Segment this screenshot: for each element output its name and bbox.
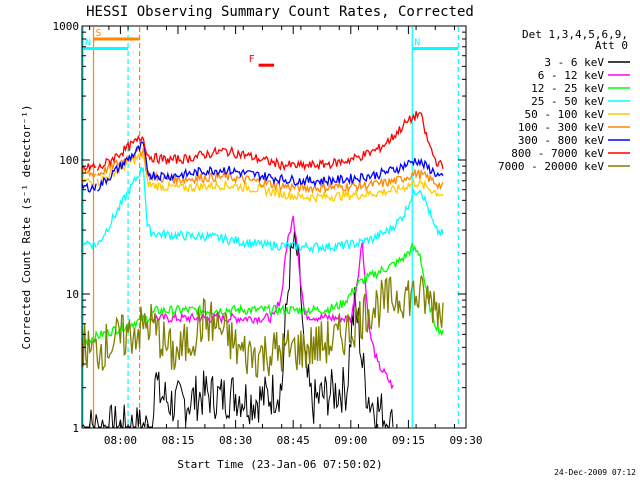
y-tick-label-1: 10 bbox=[66, 288, 79, 301]
series-line-7 bbox=[81, 111, 444, 173]
axis-layer: 1 10 100 1000 08:00 08:15 08:30 08:45 09:00 09:15… bbox=[53, 20, 483, 447]
plot-frame bbox=[81, 25, 467, 429]
flag-label-3: F bbox=[249, 54, 255, 65]
series-3 bbox=[81, 166, 444, 254]
series-8 bbox=[81, 275, 444, 379]
y-tick-label-0: 1 bbox=[72, 422, 79, 435]
flag-label-0: S bbox=[96, 28, 102, 39]
x-tick-label-0: 08:00 bbox=[104, 434, 137, 447]
x-tick-label-3: 08:45 bbox=[277, 434, 310, 447]
flag-label-2: N bbox=[414, 37, 420, 48]
series-6 bbox=[81, 141, 444, 193]
footer-date: 24-Dec-2009 07:12 bbox=[554, 468, 636, 477]
chart-title: HESSI Observing Summary Count Rates, Cor… bbox=[86, 4, 474, 20]
series-line-6 bbox=[81, 141, 444, 193]
x-tick-label-4: 09:00 bbox=[334, 434, 367, 447]
y-tick-label-2: 100 bbox=[59, 154, 79, 167]
y-tick-label-3: 1000 bbox=[53, 20, 80, 33]
series-line-8 bbox=[81, 275, 444, 379]
series-4 bbox=[81, 150, 444, 204]
legend-label-0: 3 - 6 keV bbox=[544, 56, 604, 69]
x-axis-label: Start Time (23-Jan-06 07:50:02) bbox=[177, 458, 382, 471]
x-tick-label-6: 09:30 bbox=[449, 434, 482, 447]
series-layer bbox=[81, 111, 444, 429]
legend-label-1: 6 - 12 keV bbox=[538, 69, 605, 82]
x-tick-label-2: 08:30 bbox=[219, 434, 252, 447]
x-tick-label-5: 09:15 bbox=[392, 434, 425, 447]
legend-label-8: 7000 - 20000 keV bbox=[498, 160, 604, 173]
series-line-4 bbox=[81, 150, 444, 204]
series-line-3 bbox=[81, 166, 444, 254]
legend-label-3: 25 - 50 keV bbox=[531, 95, 604, 108]
legend-label-5: 100 - 300 keV bbox=[518, 121, 604, 134]
legend-label-7: 800 - 7000 keV bbox=[511, 147, 604, 160]
legend-label-6: 300 - 800 keV bbox=[518, 134, 604, 147]
flag-layer: SN NF bbox=[82, 27, 459, 427]
series-line-0 bbox=[81, 230, 394, 429]
flag-label-1: N bbox=[85, 37, 91, 48]
y-axis-label: Corrected Count Rate (s⁻¹ detector⁻¹) bbox=[20, 104, 33, 349]
series-0 bbox=[81, 230, 394, 429]
legend-header-1: Att 0 bbox=[595, 39, 628, 52]
legend-header-0: Det 1,3,4,5,6,9, bbox=[522, 28, 628, 41]
legend-label-2: 12 - 25 keV bbox=[531, 82, 604, 95]
series-7 bbox=[81, 111, 444, 173]
legend-label-4: 50 - 100 keV bbox=[525, 108, 605, 121]
x-tick-label-1: 08:15 bbox=[161, 434, 194, 447]
